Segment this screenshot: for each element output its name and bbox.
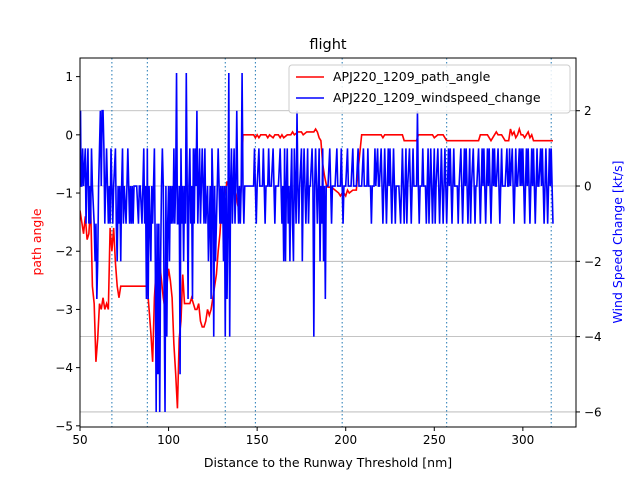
y-right-tick-label: −6 bbox=[584, 405, 602, 419]
y-right-tick-label: −4 bbox=[584, 330, 602, 344]
y-left-tick-label: 0 bbox=[65, 128, 73, 142]
y-left-tick-label: −1 bbox=[55, 187, 73, 201]
x-axis-label: Distance to the Runway Threshold [nm] bbox=[204, 455, 452, 470]
legend-box bbox=[288, 64, 571, 114]
y-right-tick-label: 0 bbox=[584, 180, 592, 194]
y-left-tick-label: −5 bbox=[55, 419, 73, 433]
y-left-tick-label: −4 bbox=[55, 361, 73, 375]
plot-frame bbox=[79, 57, 577, 428]
x-tick-label: 50 bbox=[72, 433, 87, 447]
x-tick-label: 300 bbox=[511, 433, 534, 447]
x-tick-label: 200 bbox=[334, 433, 357, 447]
series-line-windspeed-change bbox=[80, 73, 554, 412]
chart-title: flight bbox=[309, 37, 347, 53]
plot-area bbox=[80, 73, 554, 412]
y-right-tick-label: 2 bbox=[584, 104, 592, 118]
legend: APJ220_1209_path_angle APJ220_1209_winds… bbox=[288, 64, 571, 114]
series-layer bbox=[80, 73, 554, 412]
axis-layer: 50 100 150 200 250 300 1 0 −1 −2 −3 −4 −5 2 0 −2 −4 −6 bbox=[55, 70, 601, 447]
legend-label-windspeed-change: APJ220_1209_windspeed_change bbox=[333, 90, 541, 105]
y-right-tick-label: −2 bbox=[584, 255, 602, 269]
y-left-tick-label: 1 bbox=[65, 70, 73, 84]
y-left-tick-label: −3 bbox=[55, 303, 73, 317]
x-tick-label: 100 bbox=[157, 433, 180, 447]
y-left-tick-label: −2 bbox=[55, 245, 73, 259]
legend-label-path-angle: APJ220_1209_path_angle bbox=[333, 69, 491, 84]
x-tick-label: 150 bbox=[246, 433, 269, 447]
x-tick-label: 250 bbox=[423, 433, 446, 447]
y-axis-label-right: Wind Speed Change [kt/s] bbox=[610, 161, 625, 324]
y-axis-label-left: path angle bbox=[29, 208, 44, 275]
